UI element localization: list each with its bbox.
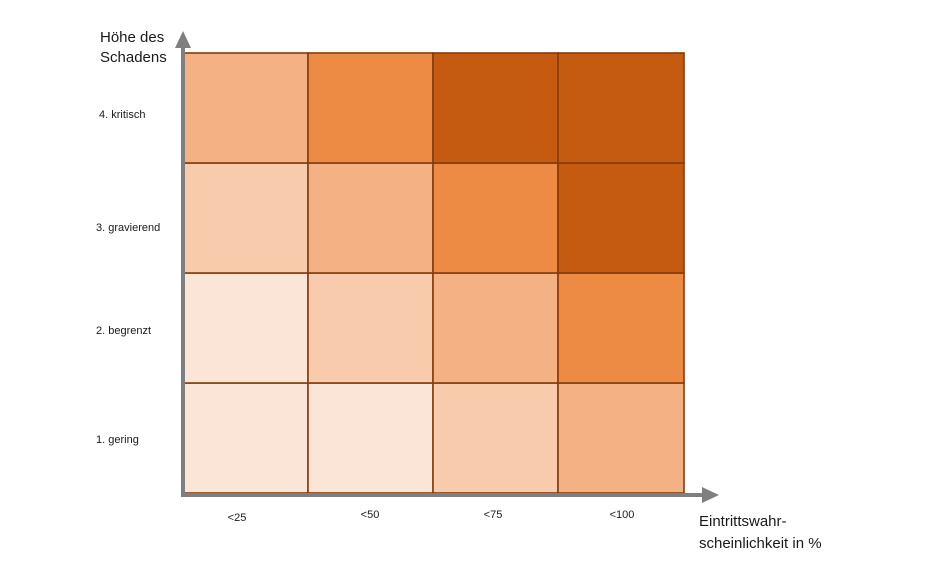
y-tick-label-kritisch: 4. kritisch [99, 109, 146, 121]
y-tick-label-gering: 1. gering [96, 434, 139, 446]
heatmap-cell-r2-c1 [182, 272, 309, 384]
heatmap-cell-r4-c1 [182, 52, 309, 164]
x-axis-title-line-1: Eintrittswahr- [699, 513, 787, 530]
heatmap-cell-r1-c2 [307, 382, 434, 494]
heatmap-cell-r1-c3 [432, 382, 559, 494]
heatmap-cell-r3-c3 [432, 162, 559, 274]
heatmap-cell-r1-c1 [182, 382, 309, 494]
y-tick-label-begrenzt: 2. begrenzt [96, 325, 152, 337]
heatmap-cell-r2-c4 [557, 272, 685, 384]
chart-axes [175, 31, 719, 503]
heatmap-cell-r4-c2 [307, 52, 434, 164]
heatmap-cell-r4-c4 [557, 52, 685, 164]
heatmap-cell-r3-c2 [307, 162, 434, 274]
x-tick-label-lt25: <25 [227, 512, 247, 524]
heatmap-cell-r4-c3 [432, 52, 559, 164]
heatmap-cells [182, 52, 685, 494]
x-axis-title: Eintrittswahr- scheinlichkeit in % [699, 511, 822, 555]
heatmap-cell-r1-c4 [557, 382, 685, 494]
x-axis-arrow-icon [702, 487, 719, 503]
y-axis-title-line-1: Höhe des [100, 29, 165, 46]
heatmap-cell-r2-c2 [307, 272, 434, 384]
y-axis-title: Höhe des Schadens [100, 28, 190, 68]
heatmap-cell-r2-c3 [432, 272, 559, 384]
x-tick-label-lt75: <75 [483, 509, 503, 521]
heatmap-cell-r3-c4 [557, 162, 685, 274]
x-tick-label-lt50: <50 [360, 509, 380, 521]
y-axis-arrow-icon [175, 31, 191, 48]
y-axis-title-line-2: Schadens [100, 49, 167, 66]
heatmap-cell-r3-c1 [182, 162, 309, 274]
x-axis-title-line-2: scheinlichkeit in % [699, 535, 822, 552]
y-tick-label-gravierend: 3. gravierend [96, 222, 161, 234]
x-tick-label-lt100: <100 [609, 509, 635, 521]
